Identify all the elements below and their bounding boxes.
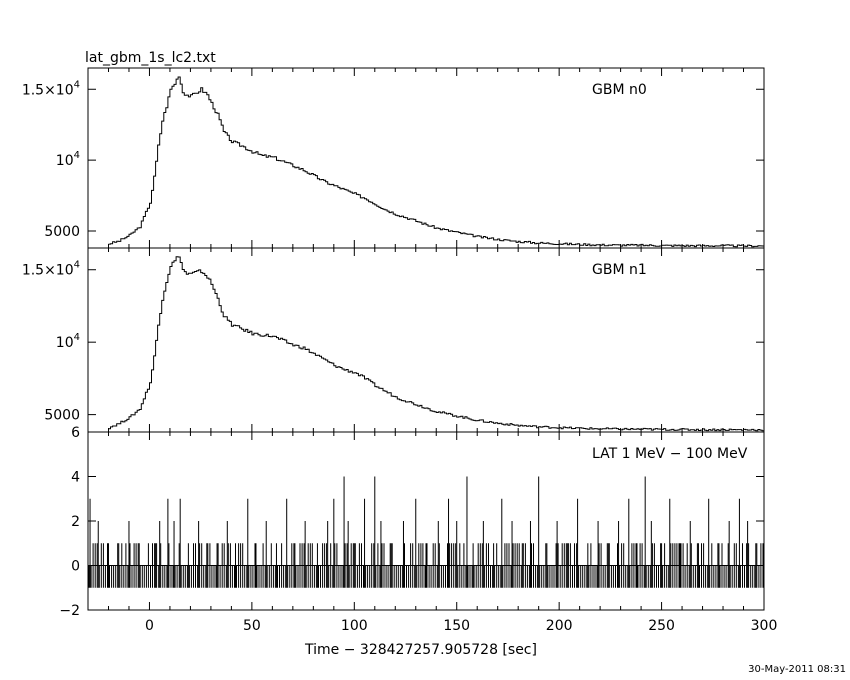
y-tick-label: 2 (71, 514, 80, 530)
x-tick-label: 300 (751, 618, 778, 634)
x-tick-label: 150 (443, 618, 470, 634)
y-tick-label: 4 (71, 470, 80, 486)
y-tick-label: 104 (56, 150, 80, 169)
x-tick-label: 100 (341, 618, 368, 634)
timestamp: 30-May-2011 08:31 (748, 664, 846, 675)
x-tick-label: 250 (648, 618, 675, 634)
panel-2-label: LAT 1 MeV − 100 MeV (592, 446, 748, 462)
x-tick-label: 50 (243, 618, 261, 634)
chart-title: lat_gbm_1s_lc2.txt (85, 50, 216, 66)
y-tick-label: 5000 (44, 224, 80, 240)
panel-2: −2 0 2 4 6 LAT 1 MeV − 100 MeV 0 50 100 150 200 250… (59, 425, 777, 658)
x-axis-label: Time − 328427257.905728 [sec] (304, 642, 537, 658)
panel-1-series (108, 256, 764, 432)
y-tick-label: 5000 (44, 408, 80, 424)
y-tick-label: 1.5×104 (22, 79, 80, 98)
panel-0-label: GBM n0 (592, 82, 647, 98)
x-tick-label: 200 (546, 618, 573, 634)
panel-0: 5000 104 1.5×104 GBM n0 (22, 67, 765, 249)
y-tick-label: 6 (71, 425, 80, 441)
panel-0-series (108, 76, 764, 248)
y-tick-label: −2 (59, 603, 80, 619)
panel-1-label: GBM n1 (592, 262, 647, 278)
y-tick-label: 0 (71, 559, 80, 575)
y-tick-label: 104 (56, 332, 80, 351)
x-tick-label: 0 (145, 618, 154, 634)
y-tick-label: 1.5×104 (22, 260, 80, 279)
panel-0-frame (87, 67, 765, 249)
lat-bins (88, 543, 764, 588)
panel-1: 5000 104 1.5×104 GBM n1 (22, 247, 765, 433)
panel-1-frame (87, 247, 765, 433)
